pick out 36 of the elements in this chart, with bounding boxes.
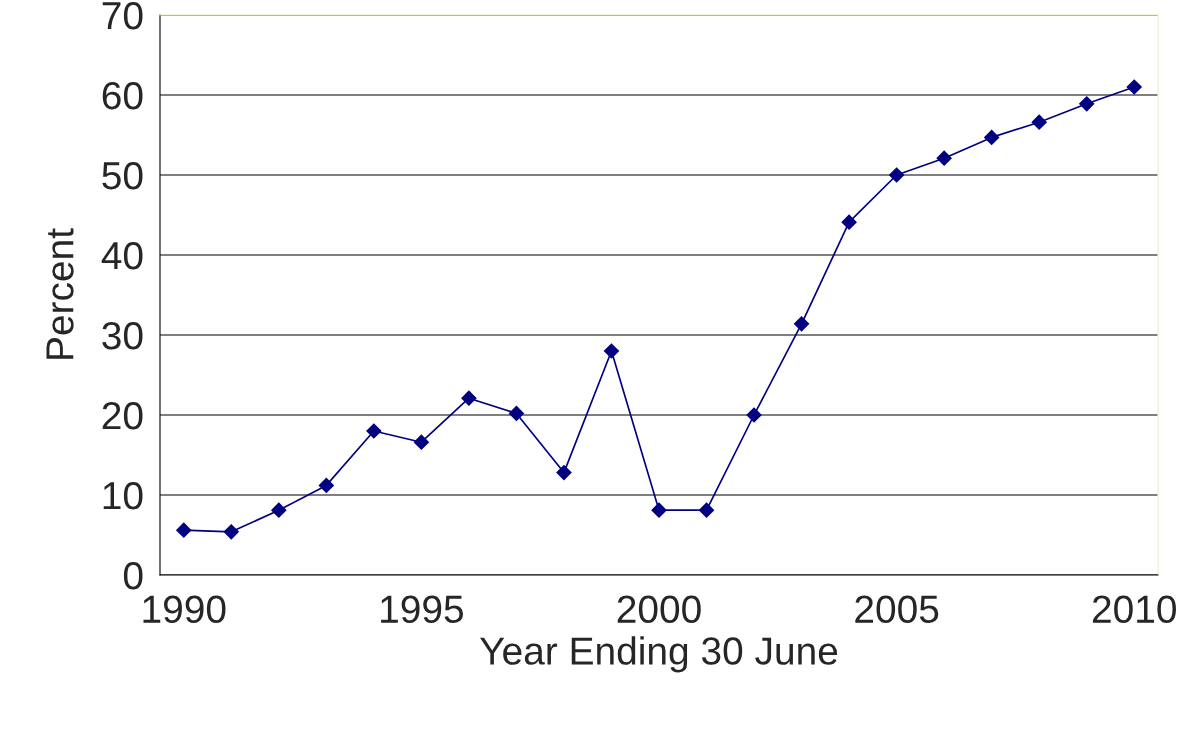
- y-tick-label: 40: [101, 241, 143, 270]
- point: [651, 502, 667, 518]
- point: [746, 407, 762, 423]
- y-tick-label: 20: [102, 401, 143, 430]
- x-tick-label: 1995: [381, 595, 464, 624]
- y-tick-label: 50: [102, 161, 143, 190]
- point: [984, 129, 1000, 145]
- y-tick-label: 70: [102, 1, 143, 30]
- x-tick-label: 2010: [1092, 595, 1176, 624]
- y-tick-label: 60: [102, 81, 143, 110]
- y-axis-title: Percent: [46, 228, 74, 359]
- x-axis-title: Year Ending 30 June: [480, 636, 838, 673]
- x-tick-label: 2000: [617, 595, 701, 624]
- x-tick-label: 2005: [855, 595, 939, 624]
- point: [508, 405, 524, 421]
- point: [413, 434, 429, 450]
- y-tick-label: 10: [103, 481, 143, 510]
- point: [1126, 79, 1142, 95]
- point: [794, 316, 810, 332]
- point: [461, 390, 477, 406]
- point: [318, 477, 334, 493]
- point: [889, 167, 905, 183]
- point: [1031, 114, 1047, 130]
- point: [366, 423, 382, 439]
- point: [223, 524, 239, 540]
- point: [176, 522, 192, 538]
- point: [603, 343, 620, 359]
- point: [698, 502, 715, 518]
- point: [271, 502, 287, 518]
- x-tick-label: 1990: [143, 595, 226, 624]
- point: [1079, 96, 1095, 112]
- y-tick-label: 0: [123, 561, 143, 590]
- point: [936, 150, 952, 166]
- y-tick-label: 30: [102, 321, 143, 350]
- point: [556, 465, 572, 481]
- point: [841, 214, 857, 230]
